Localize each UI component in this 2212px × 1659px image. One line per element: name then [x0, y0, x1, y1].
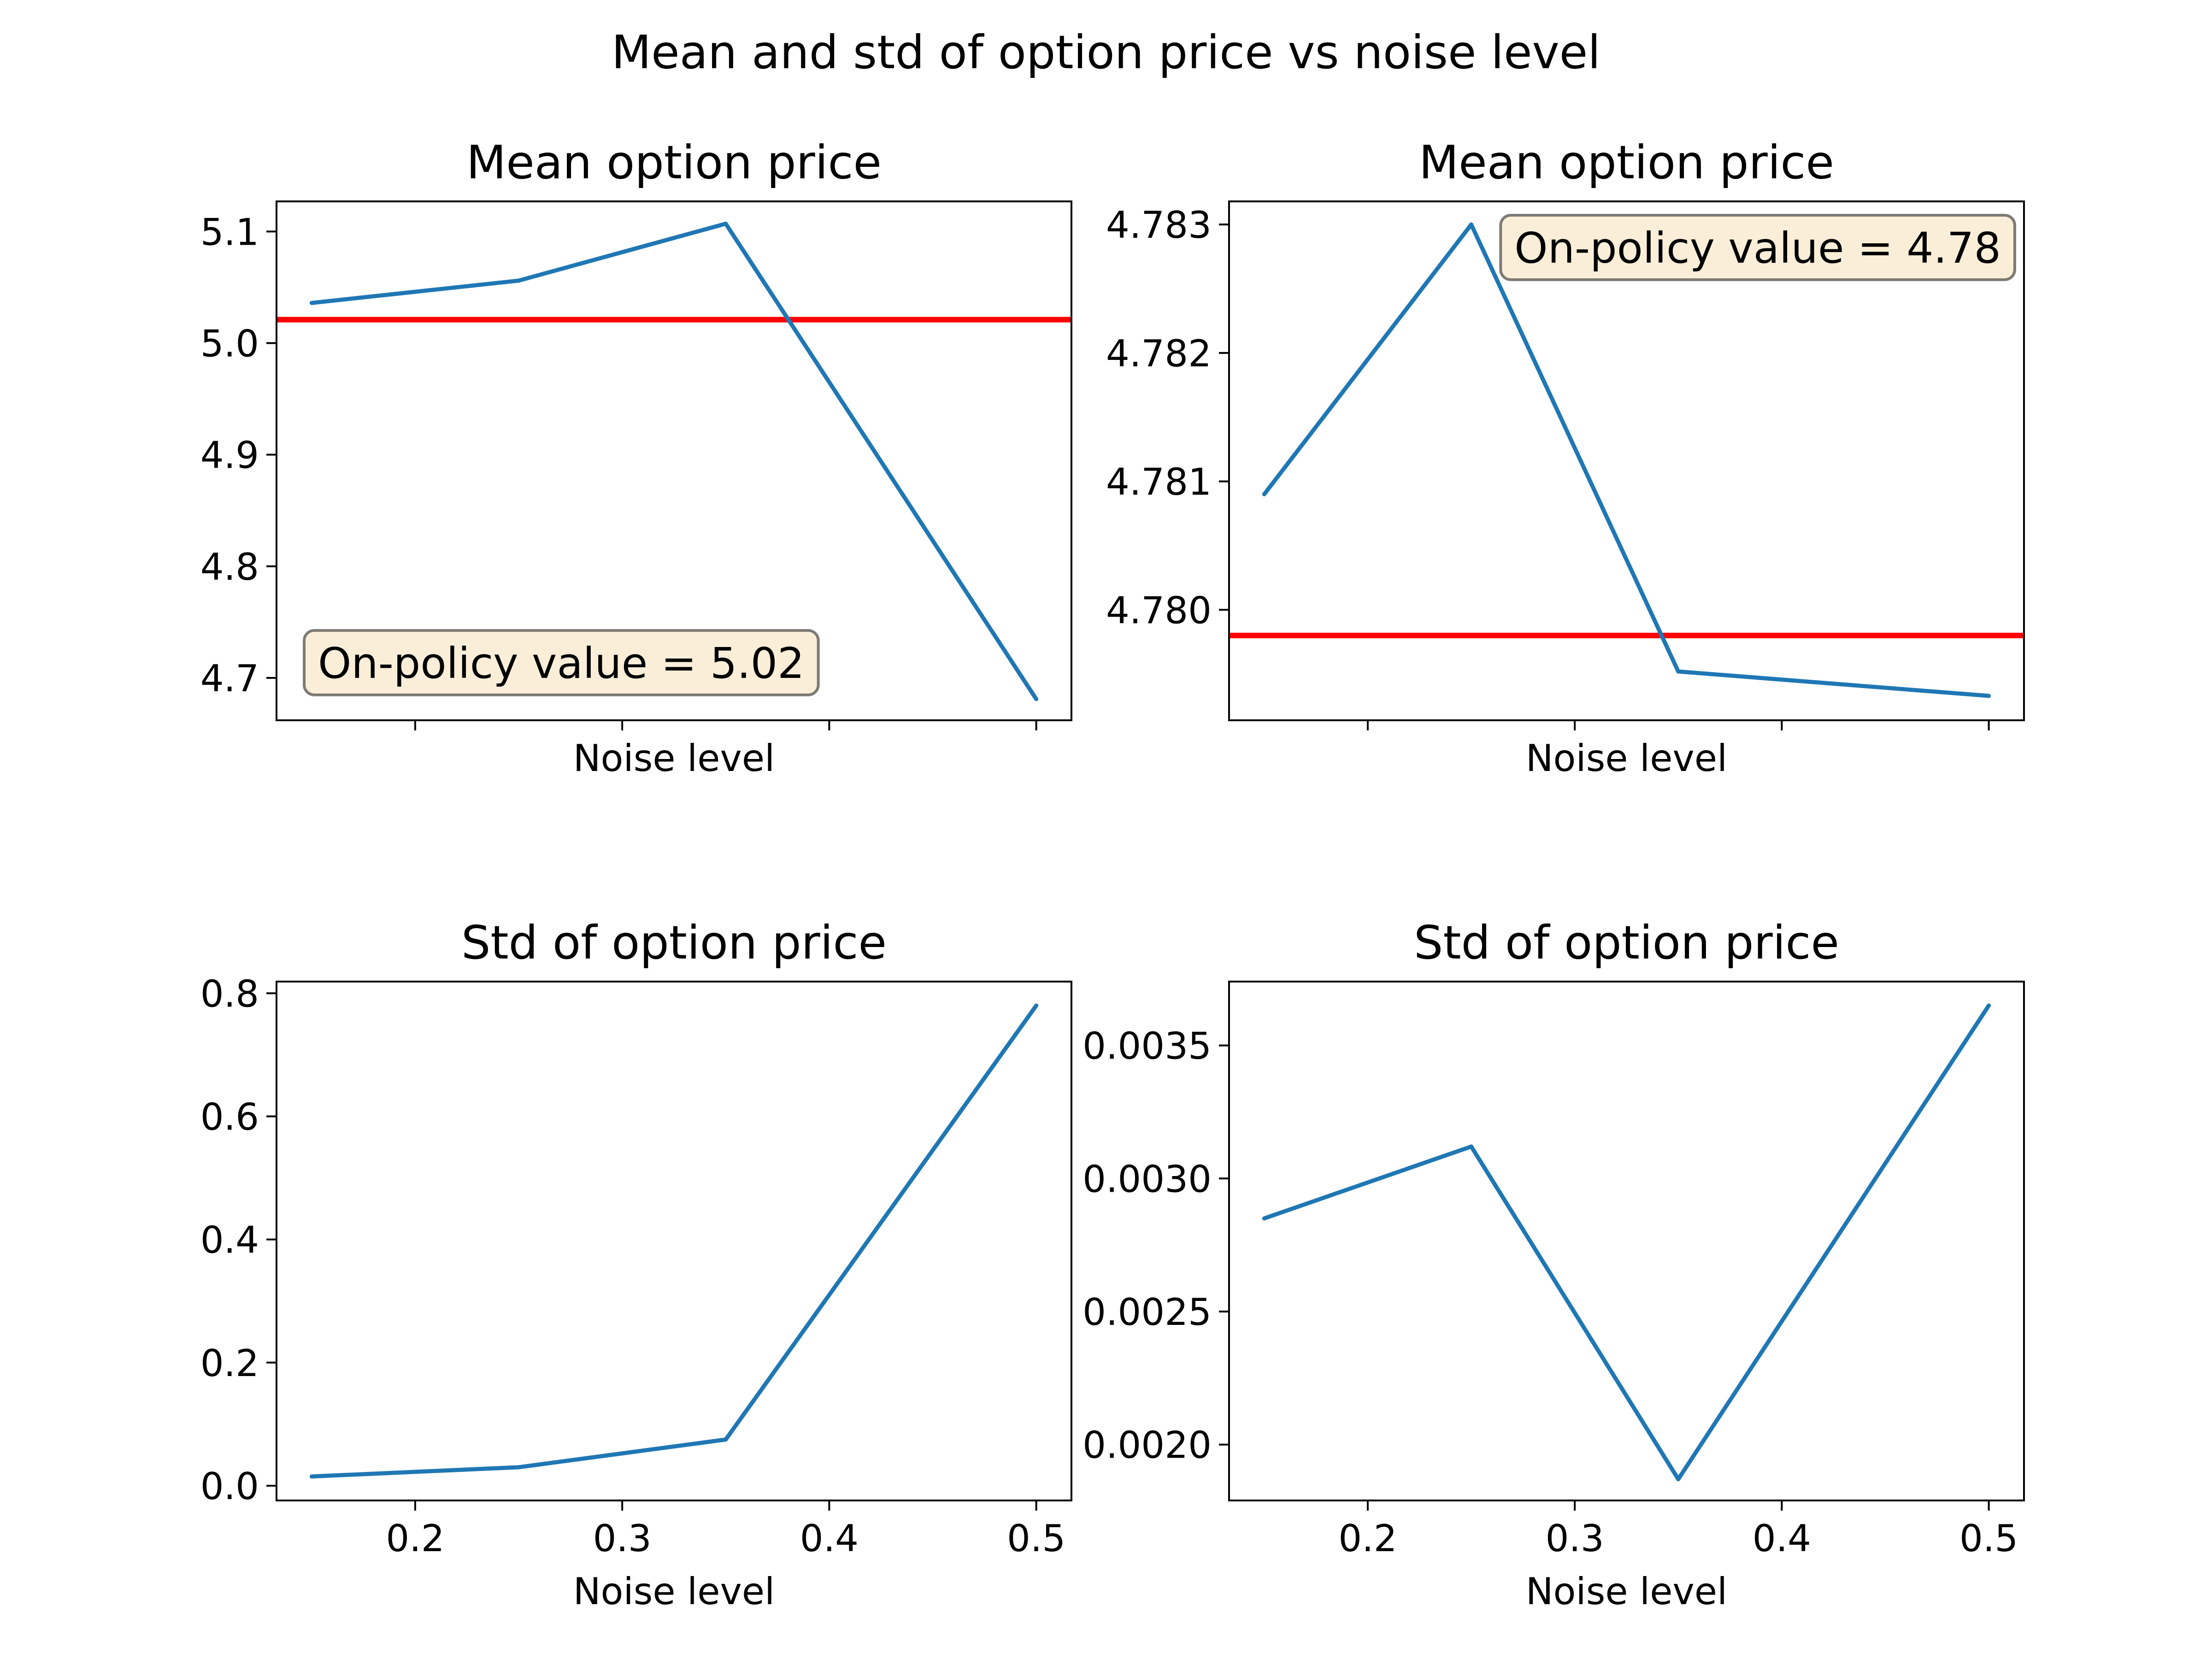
- plot-area: [1262, 1003, 1991, 1482]
- axes-frame: [1228, 200, 2025, 721]
- y-tick-label: 0.4: [200, 1219, 259, 1262]
- data-point: [517, 1465, 521, 1470]
- subplot-grid: Mean option price 4.7 4.8 4.9 5.0 5.1 Noise le…: [200, 135, 2025, 1613]
- subplot-title: Std of option price: [461, 916, 887, 970]
- y-tick-label: 4.8: [200, 546, 259, 588]
- y-tick-label: 0.2: [200, 1342, 259, 1385]
- data-point: [1676, 669, 1681, 674]
- y-tick-label: 4.782: [1106, 332, 1212, 375]
- annotation-box: [303, 629, 820, 696]
- subplot-title: Mean option price: [466, 135, 882, 189]
- plot-area: [1229, 222, 2024, 698]
- axes-frame: [276, 981, 1072, 1501]
- annotation-text: On-policy value = 5.02: [318, 639, 805, 688]
- data-point: [517, 278, 521, 283]
- y-tick-label: 4.781: [1106, 461, 1212, 504]
- subplot-title: Std of option price: [1414, 916, 1839, 970]
- x-tick-label: 0.5: [1007, 1517, 1065, 1560]
- y-tick-label: 5.0: [200, 323, 259, 365]
- annotation-box: [1499, 214, 2016, 281]
- figure-suptitle: Mean and std of option price vs noise le…: [612, 25, 1600, 79]
- subplot-1: Mean option price 4.7 4.8 4.9 5.0 5.1 Noise le…: [200, 135, 1072, 780]
- y-tick-label: 0.0025: [1082, 1291, 1212, 1334]
- data-point: [724, 221, 728, 226]
- x-axis-label: Noise level: [1526, 737, 1728, 780]
- data-point: [309, 300, 314, 305]
- subplot-2: Mean option price 4.780 4.781 4.782 4.783 Noi…: [1106, 135, 2025, 780]
- y-tick-label: 0.8: [200, 972, 259, 1015]
- x-axis-label: Noise level: [573, 737, 775, 780]
- data-point: [1987, 1003, 1991, 1008]
- y-tick-label: 0.0035: [1082, 1025, 1212, 1068]
- y-tick-label: 0.0030: [1082, 1158, 1212, 1200]
- x-tick-label: 0.4: [1753, 1517, 1811, 1560]
- data-point: [1262, 492, 1266, 496]
- x-tick-label: 0.5: [1959, 1517, 2018, 1560]
- y-tick-label: 0.0020: [1082, 1424, 1212, 1467]
- data-point: [1262, 1216, 1266, 1221]
- data-point: [724, 1437, 728, 1442]
- subplot-4: Std of option price 0.2 0.3 0.4 0.5 0.0020 0.0…: [1082, 916, 2025, 1613]
- series-line: [312, 1004, 1038, 1479]
- on-policy-annotation: On-policy value = 4.78: [1499, 214, 2016, 281]
- series-line: [1262, 222, 1989, 698]
- x-tick-label: 0.3: [593, 1517, 652, 1560]
- x-tick-label: 0.4: [800, 1517, 859, 1560]
- x-tick-label: 0.3: [1546, 1517, 1604, 1560]
- x-axis-label: Noise level: [573, 1570, 775, 1613]
- subplot-title: Mean option price: [1419, 135, 1834, 189]
- data-point: [1676, 1477, 1681, 1482]
- y-tick-label: 0.0: [200, 1465, 259, 1508]
- y-tick-label: 5.1: [200, 211, 259, 253]
- data-point: [1469, 222, 1474, 227]
- axes-frame: [1228, 981, 2025, 1501]
- data-point: [1987, 694, 1991, 698]
- y-tick-label: 0.6: [200, 1096, 259, 1139]
- plot-area: [276, 221, 1071, 701]
- y-tick-label: 4.7: [200, 657, 259, 700]
- data-point: [1034, 697, 1039, 701]
- x-tick-label: 0.2: [1338, 1517, 1397, 1560]
- subplot-3: Std of option price 0.2 0.3 0.4 0.5 0.0 0.2 0.4…: [200, 916, 1072, 1613]
- on-policy-annotation: On-policy value = 5.02: [303, 629, 820, 696]
- y-tick-label: 4.9: [200, 434, 259, 477]
- axes-frame: [276, 200, 1072, 721]
- data-point: [309, 1474, 314, 1479]
- series-line: [311, 221, 1038, 700]
- annotation-text: On-policy value = 4.78: [1514, 224, 2001, 273]
- plot-area: [309, 1003, 1039, 1479]
- y-tick-label: 4.783: [1106, 204, 1212, 247]
- data-point: [1469, 1144, 1474, 1149]
- y-tick-label: 4.780: [1106, 589, 1212, 632]
- x-tick-label: 0.2: [386, 1517, 444, 1560]
- data-point: [1034, 1003, 1039, 1008]
- series-line: [1263, 1004, 1991, 1482]
- x-axis-label: Noise level: [1526, 1570, 1728, 1613]
